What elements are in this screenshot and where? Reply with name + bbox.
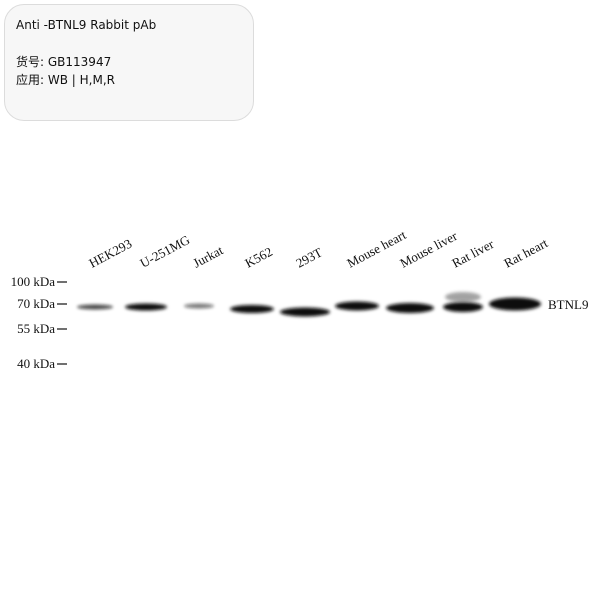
band-label: BTNL9 — [548, 297, 588, 312]
band — [386, 303, 434, 313]
smear — [445, 292, 481, 302]
band — [77, 304, 113, 310]
band — [184, 303, 214, 309]
marker-label: 55 kDa — [17, 321, 55, 336]
catalog-row: 货号: GB113947 — [16, 53, 111, 70]
lane-label: K562 — [242, 244, 275, 271]
lane-label: Jurkat — [190, 242, 225, 270]
band — [125, 303, 167, 311]
lane-label: U-251MG — [137, 232, 192, 271]
lane-label: Mouse heart — [344, 227, 408, 271]
catalog-number: GB113947 — [47, 55, 112, 69]
band — [230, 305, 274, 313]
band — [335, 301, 379, 311]
catalog-label: 货号: — [16, 55, 45, 69]
application-label: 应用: — [16, 73, 45, 87]
band — [489, 297, 541, 311]
marker-label: 70 kDa — [17, 296, 55, 311]
marker-label: 40 kDa — [17, 356, 55, 371]
application-row: 应用: WB | H,M,R — [16, 71, 115, 88]
lane-label: 293T — [293, 244, 324, 270]
lane-label: HEK293 — [86, 236, 134, 271]
info-card: Anti -BTNL9 Rabbit pAb 货号: GB113947 应用: … — [4, 4, 254, 121]
lane-label: Rat heart — [501, 235, 550, 271]
marker-label: 100 kDa — [11, 274, 56, 289]
band — [443, 302, 483, 312]
application: WB | H,M,R — [47, 73, 115, 87]
product-title: Anti -BTNL9 Rabbit pAb — [16, 18, 157, 32]
lane-label: Mouse liver — [397, 228, 460, 271]
band — [280, 307, 330, 317]
